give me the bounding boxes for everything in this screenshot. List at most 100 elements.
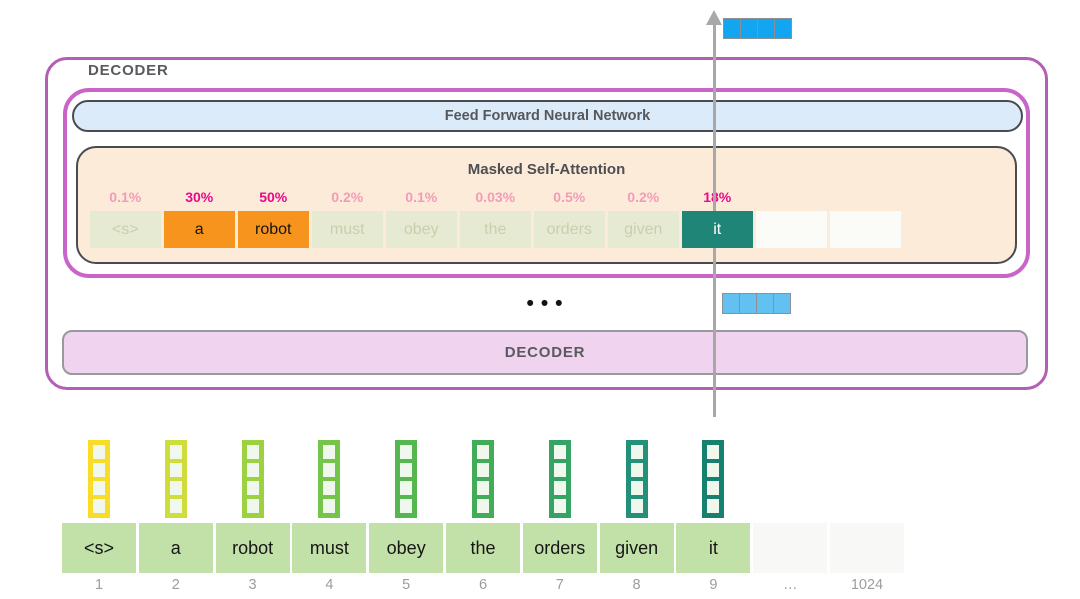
attention-token-cell [829, 211, 901, 248]
embedding-column [318, 440, 341, 518]
embedding-cell [169, 463, 182, 477]
masked-self-attention-box: Masked Self-Attention 0.1% <s> 30% a 50% robo… [76, 146, 1017, 264]
vector-cell [758, 19, 774, 38]
position-number: 3 [248, 577, 257, 593]
embedding-cell [246, 499, 259, 513]
attention-percent: 0.2% [627, 189, 660, 205]
embedding-column [702, 440, 725, 518]
attention-percent: 0.5% [553, 189, 586, 205]
embedding-column [88, 440, 110, 518]
position-number: 4 [325, 577, 334, 593]
attention-percent: 18% [703, 189, 732, 205]
embedding-cell [707, 463, 720, 477]
embedding-cell [477, 445, 489, 459]
attention-token-cell: obey [385, 211, 457, 248]
embedding-cell [93, 499, 105, 513]
embedding-cell [707, 481, 720, 495]
input-token-cell: it [676, 523, 751, 573]
embedding-cell [400, 481, 413, 495]
vector-cell [724, 19, 740, 38]
attention-percent: 0.1% [405, 189, 438, 205]
embedding-cell [93, 463, 105, 477]
input-token-cell: <s> [62, 523, 136, 573]
input-token-cell: must [292, 523, 367, 573]
input-token-cell [830, 523, 904, 573]
embedding-cell [93, 445, 105, 459]
embedding-cell [246, 463, 259, 477]
attention-percent: 0.1% [109, 189, 142, 205]
embedding-cell [477, 463, 489, 477]
embedding-cell [477, 481, 489, 495]
embedding-cell [707, 499, 720, 513]
attention-percent: 30% [185, 189, 214, 205]
embedding-column [164, 440, 187, 518]
flow-arrow-head-icon [706, 10, 722, 25]
decoder-inner-box [63, 88, 1030, 278]
input-token-cell: obey [369, 523, 444, 573]
attention-percent: 0.2% [331, 189, 364, 205]
decoder-outer-box [45, 57, 1048, 390]
input-token-cell: given [599, 523, 674, 573]
embedding-cell [93, 481, 105, 495]
attention-token-cell: a [163, 211, 235, 248]
input-token-cell: robot [215, 523, 290, 573]
embedding-cell [323, 445, 336, 459]
attention-token-cell: orders [533, 211, 605, 248]
decoder-bar-label: DECODER [504, 344, 586, 361]
embedding-column [241, 440, 264, 518]
output-vector-block [723, 18, 792, 39]
attention-token-cell: it [681, 211, 753, 248]
vector-cell [740, 294, 756, 313]
position-number: 7 [555, 577, 564, 593]
embedding-cell [400, 499, 413, 513]
embedding-column [395, 440, 418, 518]
attention-token-cell [755, 211, 827, 248]
position-number: 9 [709, 577, 718, 593]
position-number: 1024 [850, 577, 884, 593]
attention-token-cell: the [459, 211, 531, 248]
embedding-cell [630, 481, 643, 495]
embedding-cell [246, 481, 259, 495]
input-token-cell: a [138, 523, 213, 573]
feed-forward-label: Feed Forward Neural Network [444, 108, 651, 124]
position-number: 5 [402, 577, 411, 593]
input-token-cell: the [446, 523, 520, 573]
embedding-cell [323, 481, 336, 495]
vector-cell [775, 19, 791, 38]
input-token-cell [753, 523, 828, 573]
embedding-cell [323, 499, 336, 513]
masked-self-attention-title: Masked Self-Attention [467, 161, 626, 178]
position-number: 6 [478, 577, 488, 593]
position-number: … [782, 577, 798, 593]
attention-token-cell: must [311, 211, 383, 248]
feed-forward-bar: Feed Forward Neural Network [72, 100, 1023, 132]
input-token-cell: orders [522, 523, 597, 573]
embedding-column [472, 440, 494, 518]
embedding-column [548, 440, 571, 518]
attention-token-cell: given [607, 211, 679, 248]
embedding-cell [630, 463, 643, 477]
embedding-cell [477, 499, 489, 513]
embedding-cell [630, 499, 643, 513]
embedding-cell [553, 445, 566, 459]
embedding-cell [553, 499, 566, 513]
embedding-cell [630, 445, 643, 459]
position-number: 1 [94, 577, 104, 593]
attention-token-cell: <s> [89, 211, 161, 248]
embedding-cell [553, 481, 566, 495]
embedding-cell [246, 445, 259, 459]
hidden-state-vector-block [722, 293, 791, 314]
position-number: 8 [632, 577, 641, 593]
embedding-cell [400, 445, 413, 459]
embedding-cell [553, 463, 566, 477]
embedding-cell [169, 499, 182, 513]
attention-token-cell: robot [237, 211, 309, 248]
embedding-column [625, 440, 648, 518]
vector-cell [774, 294, 790, 313]
embedding-cell [169, 481, 182, 495]
attention-percent: 50% [259, 189, 288, 205]
attention-percent: 0.03% [475, 189, 516, 205]
decoder-bar: DECODER [62, 330, 1028, 375]
embedding-cell [707, 445, 720, 459]
